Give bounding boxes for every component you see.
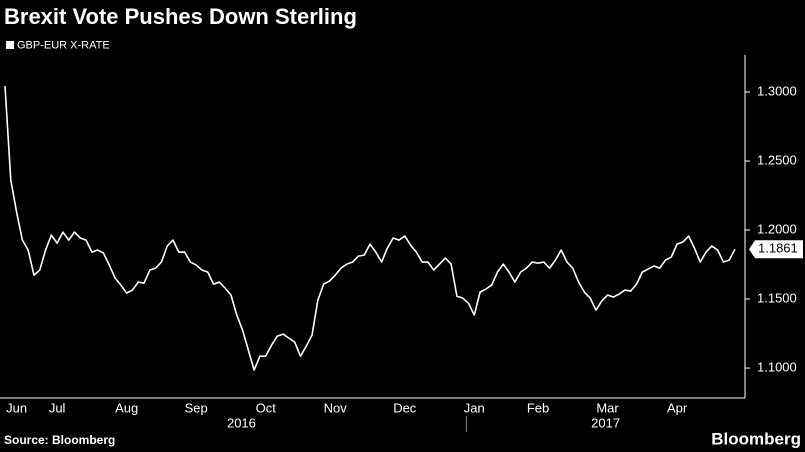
x-tick-label: Apr — [667, 400, 688, 415]
x-tick-label: Jan — [464, 400, 485, 415]
chart-title: Brexit Vote Pushes Down Sterling — [4, 4, 357, 29]
x-tick-label: Sep — [185, 400, 208, 415]
x-tick-label: Mar — [596, 400, 619, 415]
x-tick-label: Aug — [115, 400, 138, 415]
y-tick-label: 1.1500 — [757, 290, 797, 305]
x-tick-label: Oct — [256, 400, 277, 415]
year-label: 2017 — [591, 415, 620, 430]
source: Source: Bloomberg — [4, 433, 115, 447]
x-tick-label: Nov — [324, 400, 348, 415]
year-label: 2016 — [227, 415, 256, 430]
x-tick-label: Dec — [393, 400, 417, 415]
brand: Bloomberg — [711, 429, 801, 448]
y-tick-label: 1.2000 — [757, 221, 797, 236]
y-tick-label: 1.3000 — [757, 83, 797, 98]
legend-swatch — [6, 41, 14, 49]
line-series — [4, 86, 736, 371]
y-tick-label: 1.1000 — [757, 359, 797, 374]
value-tag-label: 1.1861 — [758, 241, 798, 256]
x-tick-label: Feb — [527, 400, 549, 415]
y-tick-label: 1.2500 — [757, 152, 797, 167]
x-tick-label: Jul — [49, 400, 66, 415]
value-tag — [749, 240, 803, 259]
legend-label: GBP-EUR X-RATE — [17, 39, 110, 51]
x-tick-label: Jun — [6, 400, 27, 415]
